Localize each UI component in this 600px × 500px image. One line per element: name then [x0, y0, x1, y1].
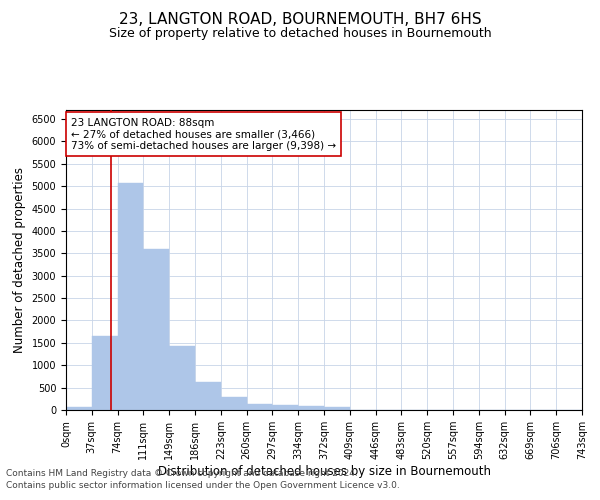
Text: 23 LANGTON ROAD: 88sqm
← 27% of detached houses are smaller (3,466)
73% of semi-: 23 LANGTON ROAD: 88sqm ← 27% of detached… — [71, 118, 336, 150]
Bar — [92, 336, 118, 410]
Bar — [169, 346, 195, 410]
Bar — [324, 408, 350, 410]
Text: Contains HM Land Registry data © Crown copyright and database right 2024.: Contains HM Land Registry data © Crown c… — [6, 468, 358, 477]
X-axis label: Distribution of detached houses by size in Bournemouth: Distribution of detached houses by size … — [157, 465, 491, 478]
Text: 23, LANGTON ROAD, BOURNEMOUTH, BH7 6HS: 23, LANGTON ROAD, BOURNEMOUTH, BH7 6HS — [119, 12, 481, 28]
Bar — [221, 397, 247, 410]
Bar — [118, 183, 143, 410]
Y-axis label: Number of detached properties: Number of detached properties — [13, 167, 26, 353]
Bar — [143, 249, 169, 410]
Bar — [298, 406, 324, 410]
Text: Size of property relative to detached houses in Bournemouth: Size of property relative to detached ho… — [109, 28, 491, 40]
Bar — [195, 382, 221, 410]
Text: Contains public sector information licensed under the Open Government Licence v3: Contains public sector information licen… — [6, 481, 400, 490]
Bar — [272, 405, 298, 410]
Bar — [247, 404, 272, 410]
Bar — [66, 406, 92, 410]
